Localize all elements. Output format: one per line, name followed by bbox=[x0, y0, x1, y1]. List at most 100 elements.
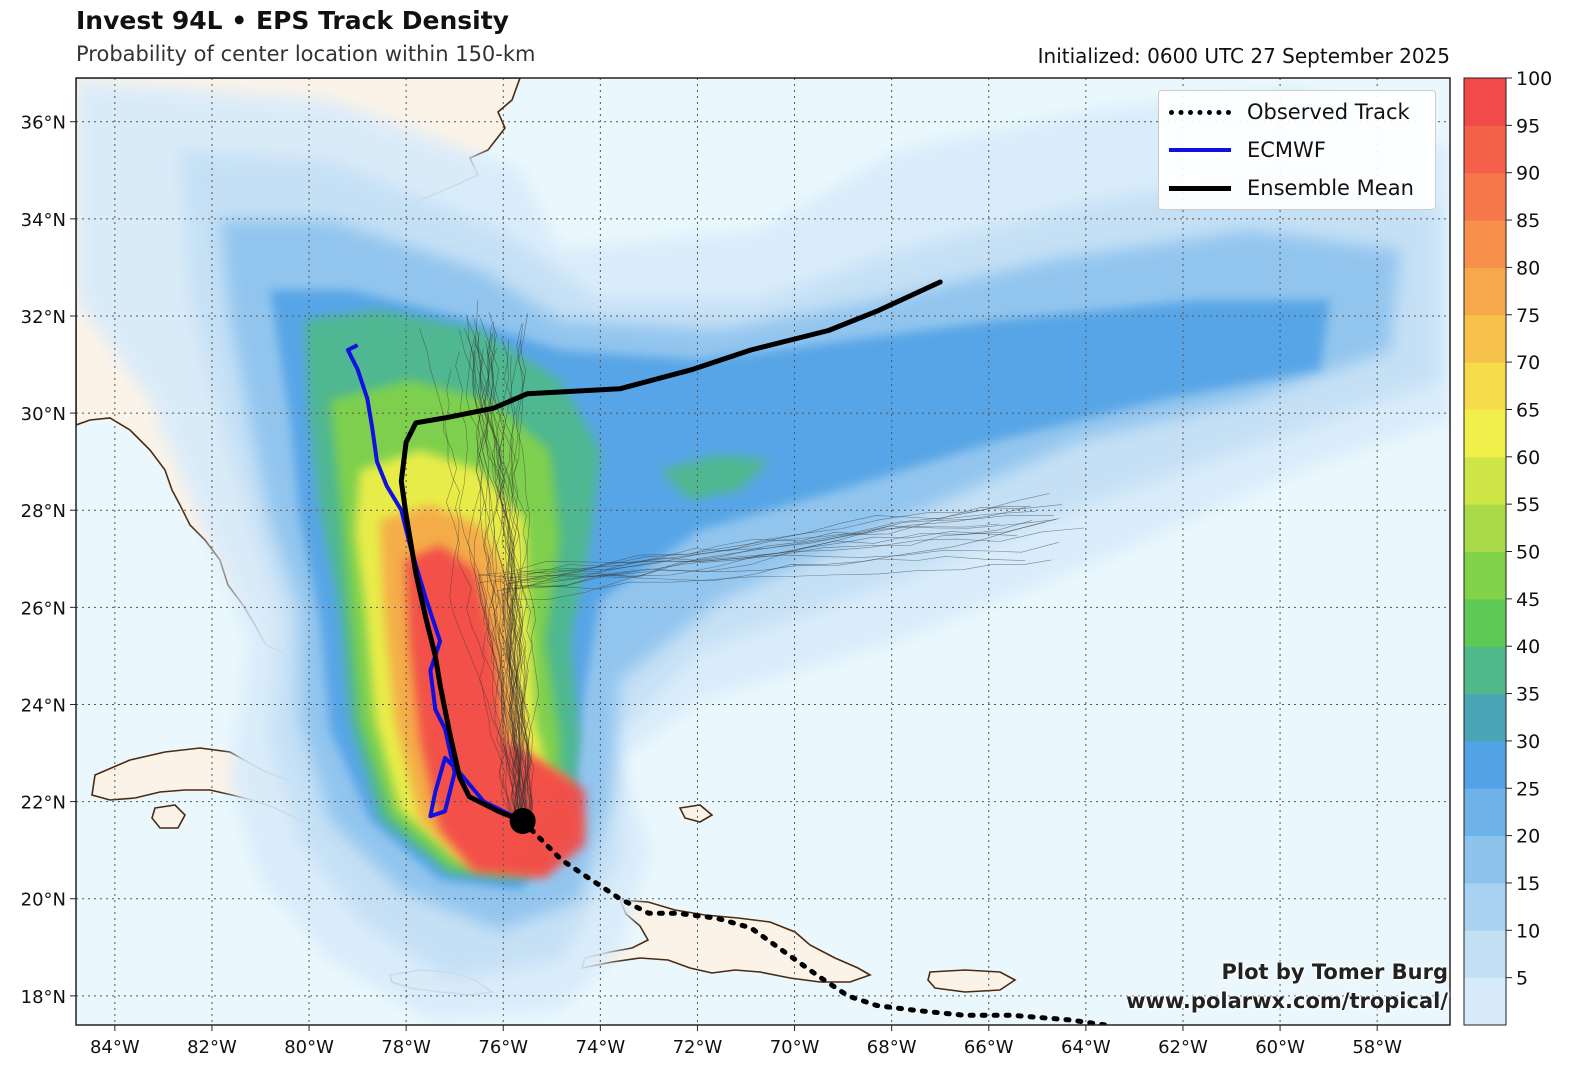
lon-tick-label: 66°W bbox=[964, 1037, 1014, 1058]
colorbar-segment bbox=[1464, 314, 1506, 363]
lon-tick-label: 80°W bbox=[284, 1037, 334, 1058]
ensemble-member-track bbox=[496, 531, 1018, 831]
lon-tick-label: 62°W bbox=[1158, 1037, 1208, 1058]
legend-item-observed: Observed Track bbox=[1169, 97, 1410, 127]
colorbar-tick-label: 10 bbox=[1516, 920, 1540, 942]
colorbar-tick-label: 45 bbox=[1516, 589, 1540, 611]
colorbar-segment bbox=[1464, 125, 1506, 174]
colorbar-segment bbox=[1464, 882, 1506, 931]
colorbar-segment bbox=[1464, 693, 1506, 742]
ensemble-mean-track bbox=[398, 279, 943, 824]
ensemble-member-track bbox=[508, 493, 1050, 827]
ensemble-member-track bbox=[464, 328, 519, 827]
legend-swatch-ecmwf bbox=[1169, 148, 1231, 152]
lat-tick-label: 22°N bbox=[21, 793, 66, 814]
colorbar-segment bbox=[1464, 930, 1506, 979]
colorbar-segment bbox=[1464, 740, 1506, 789]
colorbar: 5 10 15 20 25 30 35 40 45 50 55 60 65 70 75 80 85 90 95 100 bbox=[1463, 68, 1552, 1026]
colorbar-tick-label: 55 bbox=[1516, 494, 1540, 516]
credit-author: Plot by Tomer Burg bbox=[1221, 960, 1449, 984]
colorbar-tick-label: 100 bbox=[1516, 68, 1552, 90]
isle-of-youth bbox=[151, 804, 186, 829]
ensemble-member-track bbox=[516, 339, 533, 829]
colorbar-tick-label: 35 bbox=[1516, 684, 1540, 706]
puerto-rico bbox=[927, 969, 1017, 993]
colorbar-segment bbox=[1464, 456, 1506, 505]
lon-tick-label: 78°W bbox=[381, 1037, 431, 1058]
lat-tick-label: 36°N bbox=[21, 113, 66, 134]
ensemble-member-track bbox=[495, 337, 534, 831]
ensemble-member-track bbox=[479, 318, 523, 823]
colorbar-segment bbox=[1464, 78, 1506, 126]
ensemble-member-track bbox=[486, 351, 540, 824]
lat-tick-label: 30°N bbox=[21, 404, 66, 425]
legend-label-ecmwf: ECMWF bbox=[1247, 138, 1326, 162]
colorbar-tick-label: 20 bbox=[1516, 826, 1540, 848]
colorbar-tick-label: 60 bbox=[1516, 447, 1540, 469]
colorbar-segment bbox=[1464, 788, 1506, 837]
density-band-5 bbox=[660, 455, 770, 500]
legend: Observed Track ECMWF Ensemble Mean bbox=[1158, 90, 1436, 210]
credit-url: www.polarwx.com/tropical/ bbox=[1126, 989, 1448, 1013]
ensemble-member-track bbox=[472, 351, 531, 830]
colorbar-segment bbox=[1464, 551, 1506, 600]
colorbar-tick-label: 50 bbox=[1516, 542, 1540, 564]
legend-label-observed: Observed Track bbox=[1247, 100, 1410, 124]
legend-item-ecmwf: ECMWF bbox=[1169, 135, 1326, 165]
ensemble-member-track bbox=[467, 317, 520, 819]
turks-caicos bbox=[678, 804, 714, 823]
ensemble-member-track bbox=[502, 313, 528, 824]
colorbar-segment bbox=[1464, 835, 1506, 884]
lon-tick-label: 60°W bbox=[1255, 1037, 1305, 1058]
legend-label-ensemble-mean: Ensemble Mean bbox=[1247, 176, 1414, 200]
colorbar-segment bbox=[1464, 646, 1506, 695]
lat-tick-label: 32°N bbox=[21, 307, 66, 328]
ensemble-member-track bbox=[465, 335, 523, 813]
colorbar-tick-label: 15 bbox=[1516, 873, 1540, 895]
lon-tick-label: 74°W bbox=[576, 1037, 626, 1058]
ensemble-member-track bbox=[499, 519, 1056, 819]
lon-tick-label: 70°W bbox=[770, 1037, 820, 1058]
lat-tick-label: 18°N bbox=[21, 987, 66, 1008]
colorbar-tick-label: 65 bbox=[1516, 399, 1540, 421]
colorbar-tick-label: 95 bbox=[1516, 115, 1540, 137]
ensemble-member-track bbox=[444, 369, 518, 828]
colorbar-tick-label: 85 bbox=[1516, 210, 1540, 232]
lat-tick-label: 28°N bbox=[21, 501, 66, 522]
chart-title: Invest 94L • EPS Track Density bbox=[76, 6, 509, 35]
legend-swatch-ensemble-mean bbox=[1169, 185, 1231, 191]
legend-swatch-observed bbox=[1169, 109, 1231, 115]
lon-tick-label: 64°W bbox=[1061, 1037, 1111, 1058]
lat-tick-label: 24°N bbox=[21, 695, 66, 716]
ensemble-member-tracks bbox=[419, 300, 1084, 831]
legend-item-ensemble-mean: Ensemble Mean bbox=[1169, 173, 1414, 203]
lon-tick-label: 84°W bbox=[90, 1037, 140, 1058]
colorbar-segment bbox=[1464, 362, 1506, 410]
colorbar-tick-label: 90 bbox=[1516, 163, 1540, 185]
ensemble-member-track bbox=[492, 527, 1084, 824]
lon-tick-label: 76°W bbox=[478, 1037, 528, 1058]
map-frame bbox=[75, 77, 1451, 1026]
ensemble-member-track bbox=[508, 504, 1062, 822]
ensemble-member-track bbox=[472, 339, 531, 823]
colorbar-segment bbox=[1464, 220, 1506, 268]
colorbar-tick-label: 25 bbox=[1516, 778, 1540, 800]
colorbar-segment bbox=[1464, 504, 1506, 552]
forecast-tracks bbox=[345, 279, 1108, 1025]
initialized-time: Initialized: 0600 UTC 27 September 2025 bbox=[1037, 44, 1450, 68]
colorbar-segment bbox=[1464, 267, 1506, 316]
ensemble-member-track bbox=[478, 506, 1027, 824]
lon-tick-label: 58°W bbox=[1352, 1037, 1402, 1058]
colorbar-tick-label: 5 bbox=[1516, 968, 1528, 990]
colorbar-tick-label: 30 bbox=[1516, 731, 1540, 753]
ensemble-member-track bbox=[516, 505, 1031, 812]
gridlines bbox=[76, 78, 1450, 1025]
colorbar-segment bbox=[1464, 409, 1506, 458]
colorbar-segment bbox=[1464, 598, 1506, 647]
colorbar-tick-label: 75 bbox=[1516, 305, 1540, 327]
storm-position-marker bbox=[509, 808, 536, 835]
colorbar-segment bbox=[1464, 977, 1506, 1026]
colorbar-tick-label: 70 bbox=[1516, 352, 1540, 374]
lon-tick-label: 82°W bbox=[187, 1037, 237, 1058]
